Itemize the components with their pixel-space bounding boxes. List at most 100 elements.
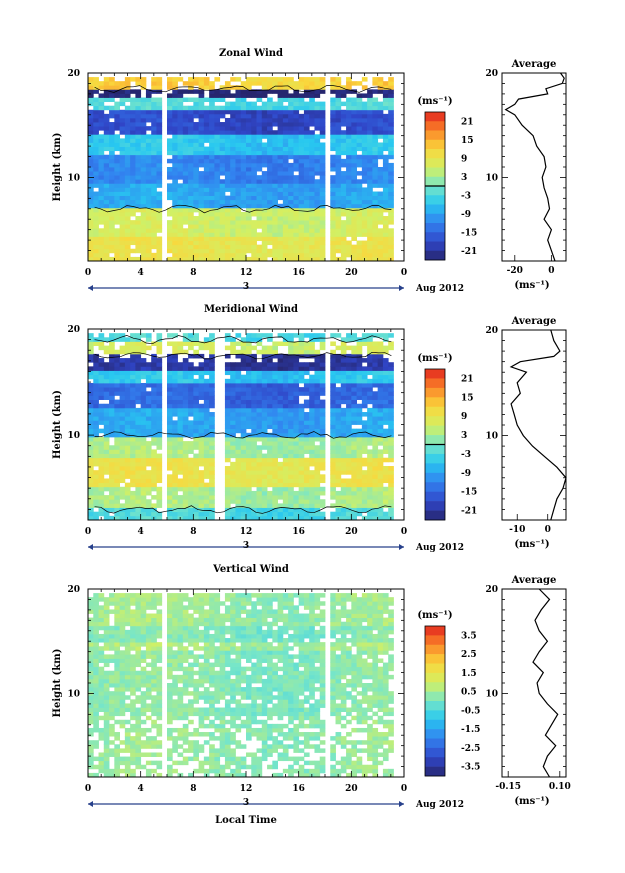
heatmap-cell: [140, 150, 147, 156]
heatmap-cell: [346, 391, 352, 396]
heatmap-cell: [130, 424, 136, 430]
heatmap-cell: [130, 407, 136, 413]
heatmap-cell: [251, 134, 257, 139]
heatmap-cell: [114, 240, 120, 246]
heatmap-cell: [98, 445, 105, 450]
heatmap-cell: [246, 162, 252, 168]
heatmap-cell: [372, 399, 379, 405]
heatmap-cell: [309, 495, 315, 500]
heatmap-cell: [109, 248, 115, 254]
heatmap-cell: [261, 207, 268, 213]
heatmap-cell: [372, 191, 379, 197]
heatmap-cell: [314, 211, 321, 217]
heatmap-cell: [330, 224, 336, 229]
heatmap-cell: [235, 154, 242, 160]
heatmap-cell: [93, 138, 99, 143]
heatmap-cell: [256, 457, 263, 463]
heatmap-cell: [288, 382, 294, 388]
heatmap-cell: [114, 407, 120, 413]
heatmap-cell: [124, 474, 131, 479]
heatmap-cell: [167, 167, 173, 172]
heatmap-cell: [240, 101, 247, 107]
heatmap-cell: [261, 432, 268, 438]
heatmap-cell: [372, 236, 379, 241]
heatmap-cell: [124, 378, 131, 384]
heatmap-cell: [293, 503, 300, 508]
heatmap-cell: [319, 378, 326, 384]
heatmap-cell: [203, 486, 210, 492]
heatmap-cell: [151, 407, 157, 413]
heatmap-cell: [272, 486, 278, 492]
heatmap-cell: [109, 478, 115, 484]
heatmap-cell: [351, 81, 357, 86]
heatmap-cell: [309, 416, 315, 421]
heatmap-cell: [224, 236, 231, 241]
heatmap-cell: [151, 252, 157, 258]
heatmap-cell: [177, 436, 184, 442]
heatmap-cell: [272, 244, 278, 250]
heatmap-cell: [288, 399, 294, 405]
heatmap-cell: [124, 85, 131, 90]
heatmap-cell: [203, 399, 210, 405]
heatmap-cell: [346, 130, 352, 135]
heatmap-cell: [314, 436, 321, 442]
heatmap-cell: [298, 195, 305, 201]
heatmap-cell: [230, 412, 236, 417]
heatmap-cell: [140, 220, 147, 225]
heatmap-cell: [172, 495, 178, 500]
heatmap-cell: [114, 81, 120, 86]
heatmap-cell: [293, 122, 300, 127]
heatmap-cell: [298, 445, 305, 450]
heatmap-cell: [330, 199, 336, 205]
heatmap-cell: [251, 252, 257, 258]
heatmap-cell: [235, 391, 242, 396]
heatmap-cell: [388, 416, 394, 421]
heatmap-cell: [114, 449, 120, 454]
heatmap-cell: [98, 199, 105, 205]
heatmap-cell: [156, 470, 163, 475]
heatmap-cell: [140, 224, 147, 229]
heatmap-cell: [135, 424, 142, 430]
heatmap-cell: [209, 457, 215, 463]
heatmap-cell: [240, 134, 247, 139]
heatmap-cell: [109, 216, 115, 221]
heatmap-cell: [272, 403, 278, 409]
heatmap-cell: [177, 240, 184, 246]
heatmap-cell: [277, 171, 284, 176]
heatmap-cell: [135, 370, 142, 376]
heatmap-cell: [124, 216, 131, 221]
heatmap-cell: [382, 81, 389, 86]
heatmap-cell: [198, 236, 205, 241]
heatmap-cell: [256, 461, 263, 467]
heatmap-cell: [103, 183, 110, 188]
heatmap-cell: [319, 191, 326, 197]
heatmap-cell: [188, 113, 194, 119]
heatmap-cell: [367, 490, 373, 496]
heatmap-cell: [182, 154, 189, 160]
heatmap-cell: [346, 486, 352, 492]
heatmap-cell: [298, 387, 305, 392]
heatmap-cell: [335, 370, 342, 376]
heatmap-cell: [319, 424, 326, 430]
heatmap-cell: [203, 126, 210, 131]
heatmap-cell: [335, 461, 342, 467]
heatmap-cell: [209, 183, 215, 188]
heatmap-cell: [103, 211, 110, 217]
heatmap-cell: [251, 387, 257, 392]
heatmap-cell: [382, 387, 389, 392]
heatmap-cell: [388, 191, 394, 197]
heatmap-cell: [293, 256, 300, 262]
heatmap-cell: [124, 466, 131, 471]
heatmap-cell: [235, 232, 242, 237]
heatmap-cell: [140, 97, 147, 103]
heatmap-cell: [114, 470, 120, 475]
heatmap-cell: [209, 461, 215, 467]
heatmap-cell: [124, 224, 131, 229]
heatmap-cell: [288, 142, 294, 147]
heatmap-cell: [372, 449, 379, 454]
heatmap-cell: [330, 453, 336, 459]
heatmap-cell: [361, 105, 368, 111]
heatmap-cell: [156, 207, 163, 213]
heatmap-cell: [119, 495, 126, 500]
heatmap-cell: [340, 387, 347, 392]
